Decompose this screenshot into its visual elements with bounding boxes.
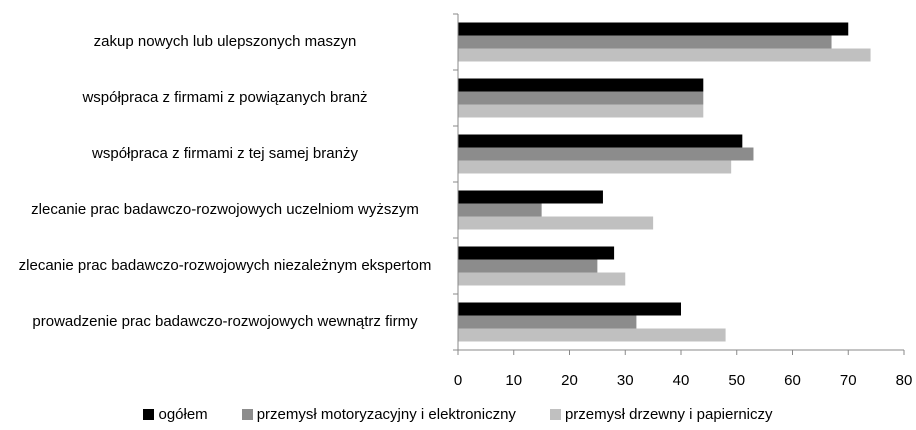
- bar: [458, 328, 726, 342]
- x-tick-label: 20: [561, 372, 578, 389]
- bar: [458, 147, 754, 161]
- x-tick-label: 50: [728, 372, 745, 389]
- legend-item: przemysł motoryzacyjny i elektroniczny: [241, 406, 516, 423]
- x-tick-label: 30: [617, 372, 634, 389]
- legend: ogółem przemysł motoryzacyjny i elektroni…: [0, 406, 916, 423]
- bar: [458, 203, 542, 217]
- category-label: prowadzenie prac badawczo-rozwojowych we…: [32, 313, 418, 330]
- bar: [458, 190, 603, 204]
- category-label: współpraca z firmami z powiązanych branż: [82, 89, 368, 106]
- bar: [458, 22, 849, 36]
- bar: [458, 315, 637, 329]
- legend-swatch: [549, 409, 561, 420]
- category-label: zakup nowych lub ulepszonych maszyn: [93, 33, 357, 50]
- category-label: współpraca z firmami z tej samej branży: [92, 145, 358, 162]
- bar: [458, 35, 832, 49]
- bar: [458, 104, 704, 118]
- bar: [458, 302, 681, 316]
- category-label: zlecanie prac badawczo-rozwojowych nieza…: [18, 257, 432, 274]
- legend-label: ogółem: [158, 406, 208, 423]
- bar: [458, 216, 654, 230]
- legend-item: ogółem: [143, 406, 208, 423]
- bar: [458, 134, 743, 148]
- x-tick-label: 60: [784, 372, 801, 389]
- bar: [458, 259, 598, 273]
- x-tick-label: 70: [840, 372, 857, 389]
- x-tick-label: 0: [454, 372, 462, 389]
- x-tick-label: 10: [505, 372, 522, 389]
- legend-item: przemysł drzewny i papierniczy: [549, 406, 773, 423]
- bar: [458, 78, 704, 92]
- x-tick-label: 40: [673, 372, 690, 389]
- legend-swatch: [143, 409, 155, 420]
- bar: [458, 246, 615, 260]
- category-label: zlecanie prac badawczo-rozwojowych uczel…: [31, 201, 419, 218]
- bar: [458, 272, 626, 286]
- bar: [458, 160, 732, 174]
- bar: [458, 91, 704, 105]
- x-tick-label: 80: [896, 372, 913, 389]
- legend-swatch: [241, 409, 253, 420]
- bar: [458, 48, 871, 62]
- legend-label: przemysł motoryzacyjny i elektroniczny: [256, 406, 516, 423]
- legend-label: przemysł drzewny i papierniczy: [564, 406, 773, 423]
